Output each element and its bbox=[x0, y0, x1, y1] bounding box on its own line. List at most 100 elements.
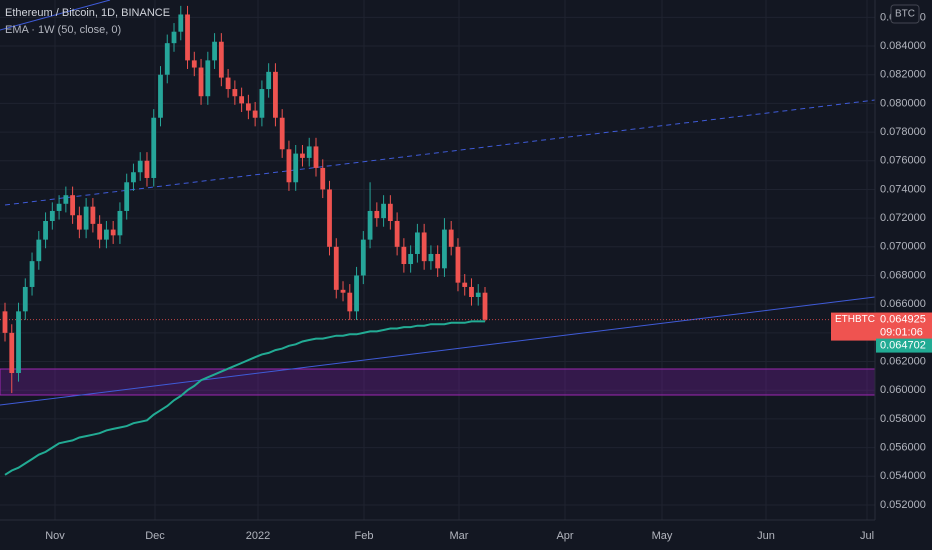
candle-body bbox=[29, 261, 35, 287]
candle-body bbox=[36, 239, 42, 262]
y-tick-label: 0.082000 bbox=[880, 69, 926, 81]
x-tick-label: Feb bbox=[355, 530, 374, 542]
candle-body bbox=[401, 246, 407, 265]
last-price-label: 0.064925 bbox=[880, 313, 926, 325]
candle-body bbox=[435, 253, 441, 269]
y-tick-label: 0.052000 bbox=[880, 499, 926, 511]
candle-body bbox=[266, 71, 272, 90]
x-tick-label: Jun bbox=[757, 530, 775, 542]
candle-body bbox=[333, 246, 339, 290]
symbol-label: ETHBTC bbox=[835, 314, 875, 325]
trend-line bbox=[0, 296, 876, 406]
candle-body bbox=[83, 206, 89, 230]
y-tick-label: 0.066000 bbox=[880, 298, 926, 310]
trend-line bbox=[0, 0, 111, 31]
candle-body bbox=[320, 167, 326, 190]
x-tick-label: Jul bbox=[860, 530, 874, 542]
candle-body bbox=[367, 210, 373, 240]
candle-body bbox=[49, 210, 55, 221]
candle-body bbox=[70, 195, 76, 216]
candle-body bbox=[448, 229, 454, 247]
candle-body bbox=[97, 223, 103, 240]
candle-body bbox=[104, 229, 109, 240]
candle-body bbox=[225, 77, 231, 90]
x-tick-label: 2022 bbox=[246, 530, 270, 542]
candle-body bbox=[340, 289, 346, 293]
candle-body bbox=[117, 210, 123, 236]
candle-body bbox=[421, 232, 427, 262]
candle-body bbox=[381, 203, 386, 219]
x-tick-label: Nov bbox=[45, 530, 65, 542]
candle-body bbox=[90, 206, 96, 224]
y-tick-label: 0.054000 bbox=[880, 470, 926, 482]
ema-line bbox=[4, 320, 485, 476]
x-tick-label: Apr bbox=[556, 530, 573, 542]
y-tick-label: 0.076000 bbox=[880, 155, 926, 167]
candle-body bbox=[442, 229, 447, 269]
candle-body bbox=[252, 110, 258, 118]
x-tick-label: Mar bbox=[450, 530, 469, 542]
candle-body bbox=[482, 292, 488, 320]
candle-body bbox=[347, 292, 353, 312]
price-tag bbox=[876, 312, 932, 341]
candle-body bbox=[300, 153, 305, 158]
candle-body bbox=[198, 67, 204, 97]
currency-button[interactable] bbox=[890, 4, 920, 24]
candle-body bbox=[137, 160, 143, 173]
y-tick-label: 0.080000 bbox=[880, 97, 926, 109]
candle-body bbox=[286, 149, 292, 183]
candle-body bbox=[360, 239, 366, 276]
candle-body bbox=[164, 43, 170, 75]
candle-body bbox=[469, 286, 474, 297]
chart-title: Ethereum / Bitcoin, 1D, BINANCE bbox=[5, 7, 170, 19]
y-tick-label: 0.072000 bbox=[880, 212, 926, 224]
y-tick-label: 0.068000 bbox=[880, 269, 926, 281]
candle-body bbox=[387, 203, 393, 221]
candle-body bbox=[259, 89, 265, 118]
candle-body bbox=[151, 117, 157, 178]
candle-body bbox=[218, 41, 224, 78]
candle-body bbox=[279, 117, 285, 150]
candle-body bbox=[16, 311, 21, 374]
zone bbox=[0, 368, 876, 396]
currency-button-label[interactable]: BTC bbox=[895, 9, 915, 20]
candle-body bbox=[408, 253, 414, 265]
candle-body bbox=[293, 153, 299, 183]
candle-body bbox=[205, 60, 211, 97]
candle-body bbox=[462, 282, 468, 287]
candle-body bbox=[178, 14, 184, 32]
candle-body bbox=[232, 89, 238, 97]
candle-body bbox=[394, 220, 400, 247]
candle-body bbox=[374, 210, 380, 219]
indicator-tag bbox=[876, 338, 932, 353]
candle-body bbox=[63, 195, 69, 204]
candle-body bbox=[76, 215, 82, 230]
y-tick-label: 0.084000 bbox=[880, 40, 926, 52]
candle-body bbox=[144, 160, 150, 178]
x-tick-label: May bbox=[652, 530, 673, 542]
candle-body bbox=[110, 229, 116, 236]
candle-body bbox=[124, 182, 130, 211]
y-tick-label: 0.070000 bbox=[880, 241, 926, 253]
candle-body bbox=[245, 103, 251, 111]
y-tick-label: 0.058000 bbox=[880, 413, 926, 425]
candle-body bbox=[2, 311, 8, 333]
candle-body bbox=[475, 292, 481, 297]
indicator-price-label: 0.064702 bbox=[880, 339, 926, 351]
candle-body bbox=[428, 253, 434, 262]
x-tick-label: Dec bbox=[145, 530, 165, 542]
candle-body bbox=[191, 60, 197, 68]
countdown-label: 09:01:06 bbox=[880, 326, 923, 338]
y-tick-label: 0.078000 bbox=[880, 126, 926, 138]
indicator-legend: EMA · 1W (50, close, 0) bbox=[5, 24, 121, 36]
candle-body bbox=[171, 31, 177, 44]
trend-line-dashed bbox=[4, 99, 876, 206]
y-tick-label: 0.062000 bbox=[880, 355, 926, 367]
candle-body bbox=[131, 172, 136, 183]
y-tick-label: 0.074000 bbox=[880, 183, 926, 195]
candle-body bbox=[354, 275, 359, 312]
candle-body bbox=[455, 246, 461, 283]
candle-body bbox=[158, 74, 163, 118]
y-tick-label: 0.056000 bbox=[880, 441, 926, 453]
